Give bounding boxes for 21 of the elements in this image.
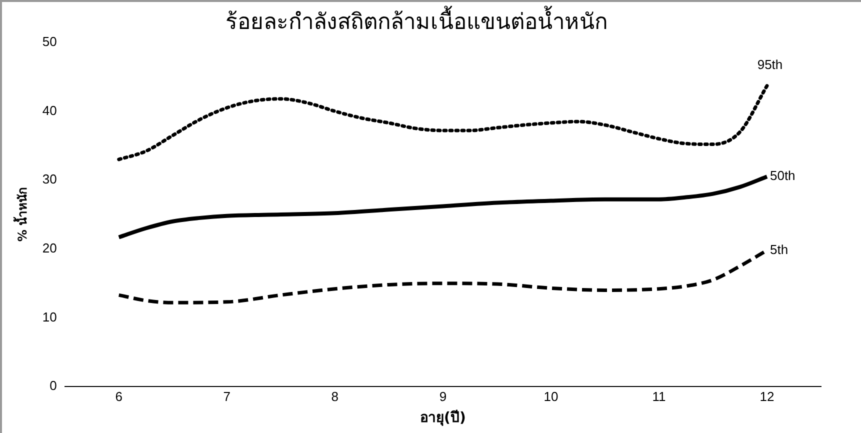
line-series [116, 174, 769, 240]
y-tick-label: 20 [42, 240, 57, 256]
x-tick-label: 10 [544, 388, 558, 404]
series-label: 50th [770, 168, 796, 184]
y-tick-label: 40 [42, 102, 57, 118]
x-tick-label: 7 [223, 388, 231, 404]
x-tick-label: 8 [331, 388, 339, 404]
x-axis-title: อายุ(ปี) [420, 410, 466, 426]
series-label: 5th [770, 242, 788, 257]
x-tick-label: 6 [115, 388, 122, 404]
y-tick-label: 0 [50, 378, 57, 394]
x-tick-label: 9 [439, 388, 447, 404]
series-label: 95th [757, 56, 783, 72]
x-tick-label: 11 [652, 388, 666, 404]
x-tick-label: 12 [760, 388, 774, 404]
y-tick-label: 10 [42, 309, 57, 324]
line-series [117, 84, 769, 162]
chart-title: ร้อยละกำลังสถิตกล้ามเนื้อแขนต่อน้ำหนัก [226, 6, 608, 35]
y-tick-label: 30 [42, 172, 57, 187]
y-tick-label: 50 [42, 34, 57, 49]
y-axis-title: % น้ำหนัก [12, 187, 30, 242]
